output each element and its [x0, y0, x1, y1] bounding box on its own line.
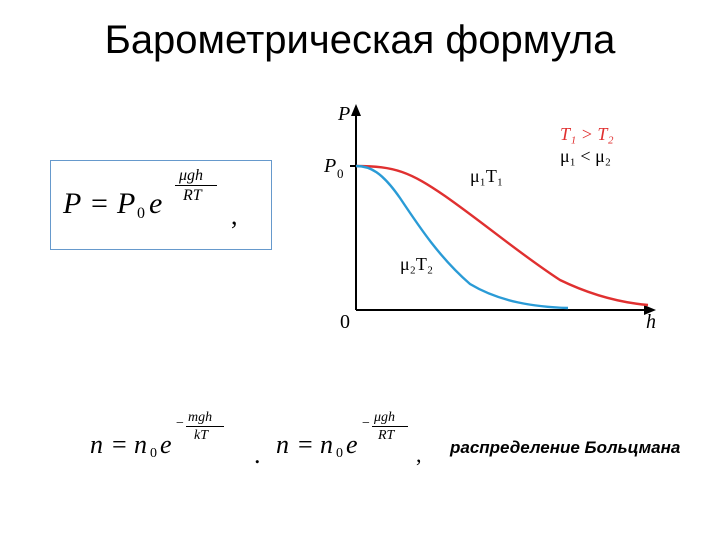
var-n0: n — [320, 430, 333, 460]
eq: = — [91, 187, 108, 221]
curve1-label: μ₁T₁ — [470, 166, 503, 186]
var-n: n — [276, 430, 289, 460]
curve-mu1t1 — [356, 166, 648, 305]
p0-sub: 0 — [337, 166, 344, 181]
curve2-label: μ₂T₂ — [400, 254, 433, 274]
frac-bar — [175, 185, 217, 186]
x-label: h — [646, 311, 656, 333]
exp-bot: RT — [183, 187, 202, 205]
p0-label: P — [323, 155, 336, 177]
frac-bar — [186, 426, 224, 427]
boltzmann-label: распределение Больцмана — [450, 438, 680, 458]
curve-mu2t2 — [356, 166, 568, 308]
formula-n1: n = n 0 e − mgh kT — [90, 410, 250, 480]
cond1: T₁ > T₂ — [560, 124, 614, 144]
formula-separator: . — [254, 440, 261, 470]
sub-0: 0 — [137, 205, 145, 223]
var-P: P — [63, 187, 81, 221]
neg: − — [176, 416, 184, 432]
eq: = — [112, 430, 127, 460]
eq: = — [298, 430, 313, 460]
chart-svg: P h 0 P 0 μ₁T₁ μ₂T₂ T₁ > T₂ μ₁ < μ₂ — [300, 100, 660, 340]
neg: − — [362, 416, 370, 432]
exp-bot: kT — [194, 428, 208, 444]
exp-top: μgh — [179, 167, 203, 185]
var-n0: n — [134, 430, 147, 460]
formula-pressure: P = P 0 e μgh RT , — [50, 160, 272, 250]
var-P0: P — [117, 187, 135, 221]
exp-top: μgh — [374, 410, 395, 426]
y-label: P — [337, 103, 350, 125]
cond2: μ₁ < μ₂ — [560, 146, 611, 166]
var-e: e — [346, 430, 358, 460]
comma: , — [231, 201, 238, 231]
sub-0: 0 — [150, 446, 157, 462]
exp-bot: RT — [378, 428, 394, 444]
exp-top: mgh — [188, 410, 212, 426]
origin-label: 0 — [340, 311, 350, 333]
var-e: e — [149, 187, 162, 221]
comma: , — [416, 442, 422, 468]
formula-n2: n = n 0 e − μgh RT , — [276, 410, 446, 480]
var-n: n — [90, 430, 103, 460]
slide-title: Барометрическая формула — [0, 18, 720, 63]
barometric-chart: P h 0 P 0 μ₁T₁ μ₂T₂ T₁ > T₂ μ₁ < μ₂ — [300, 100, 660, 340]
var-e: e — [160, 430, 172, 460]
frac-bar — [372, 426, 408, 427]
sub-0: 0 — [336, 446, 343, 462]
y-arrow — [351, 104, 361, 116]
